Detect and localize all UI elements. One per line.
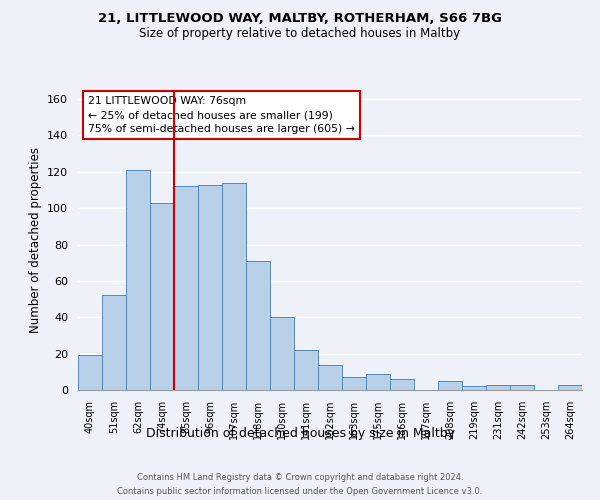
- Bar: [174, 186, 198, 390]
- Bar: [366, 374, 390, 390]
- Bar: [486, 384, 510, 390]
- Text: Size of property relative to detached houses in Maltby: Size of property relative to detached ho…: [139, 28, 461, 40]
- Bar: [270, 318, 294, 390]
- Text: Distribution of detached houses by size in Maltby: Distribution of detached houses by size …: [146, 428, 455, 440]
- Bar: [510, 384, 534, 390]
- Bar: [198, 184, 222, 390]
- Bar: [318, 364, 342, 390]
- Bar: [102, 296, 126, 390]
- Bar: [246, 261, 270, 390]
- Bar: [462, 386, 486, 390]
- Text: Contains HM Land Registry data © Crown copyright and database right 2024.: Contains HM Land Registry data © Crown c…: [137, 472, 463, 482]
- Bar: [150, 202, 174, 390]
- Y-axis label: Number of detached properties: Number of detached properties: [29, 147, 41, 333]
- Text: Contains public sector information licensed under the Open Government Licence v3: Contains public sector information licen…: [118, 488, 482, 496]
- Bar: [558, 384, 582, 390]
- Bar: [294, 350, 318, 390]
- Bar: [78, 356, 102, 390]
- Bar: [342, 378, 366, 390]
- Bar: [126, 170, 150, 390]
- Text: 21, LITTLEWOOD WAY, MALTBY, ROTHERHAM, S66 7BG: 21, LITTLEWOOD WAY, MALTBY, ROTHERHAM, S…: [98, 12, 502, 26]
- Bar: [438, 381, 462, 390]
- Bar: [390, 379, 414, 390]
- Bar: [222, 182, 246, 390]
- Text: 21 LITTLEWOOD WAY: 76sqm
← 25% of detached houses are smaller (199)
75% of semi-: 21 LITTLEWOOD WAY: 76sqm ← 25% of detach…: [88, 96, 355, 134]
